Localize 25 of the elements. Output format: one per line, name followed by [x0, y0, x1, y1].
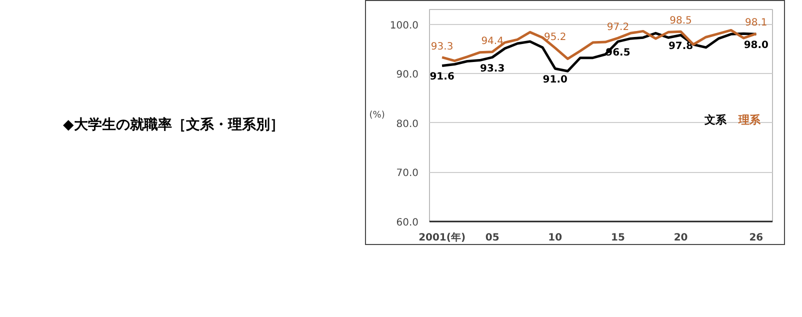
x-tick-label: 15	[611, 232, 625, 244]
y-tick-label: 60.0	[396, 218, 418, 228]
x-tick-label: 20	[674, 232, 688, 244]
data-label: 91.6	[430, 72, 454, 83]
data-label: 97.2	[606, 22, 630, 34]
data-label: 93.3	[430, 41, 454, 52]
x-tick-label: 2001(年)	[418, 232, 466, 244]
y-tick-label: 70.0	[396, 168, 418, 180]
text: 文系	[704, 114, 728, 126]
data-label: 94.4	[481, 36, 504, 47]
y-tick-label: 80.0	[396, 118, 418, 130]
data-label: 98.5	[670, 16, 692, 27]
data-label: 98.1	[745, 18, 768, 29]
x-tick-label: 05	[485, 232, 500, 244]
data-label: 95.2	[544, 32, 566, 43]
y-axis-title: (%)	[369, 110, 385, 120]
data-label: 91.0	[542, 74, 568, 86]
text: 理系	[738, 114, 762, 126]
data-label: 93.3	[480, 63, 505, 74]
x-tick-label: 10	[548, 232, 562, 244]
data-label: 98.0	[744, 40, 769, 52]
y-tick-label: 100.0	[390, 20, 419, 32]
x-tick-label: 26	[749, 232, 764, 244]
text: ◆大学生の就職率［文系・理系別］	[63, 116, 284, 135]
y-tick-label: 90.0	[396, 70, 418, 81]
